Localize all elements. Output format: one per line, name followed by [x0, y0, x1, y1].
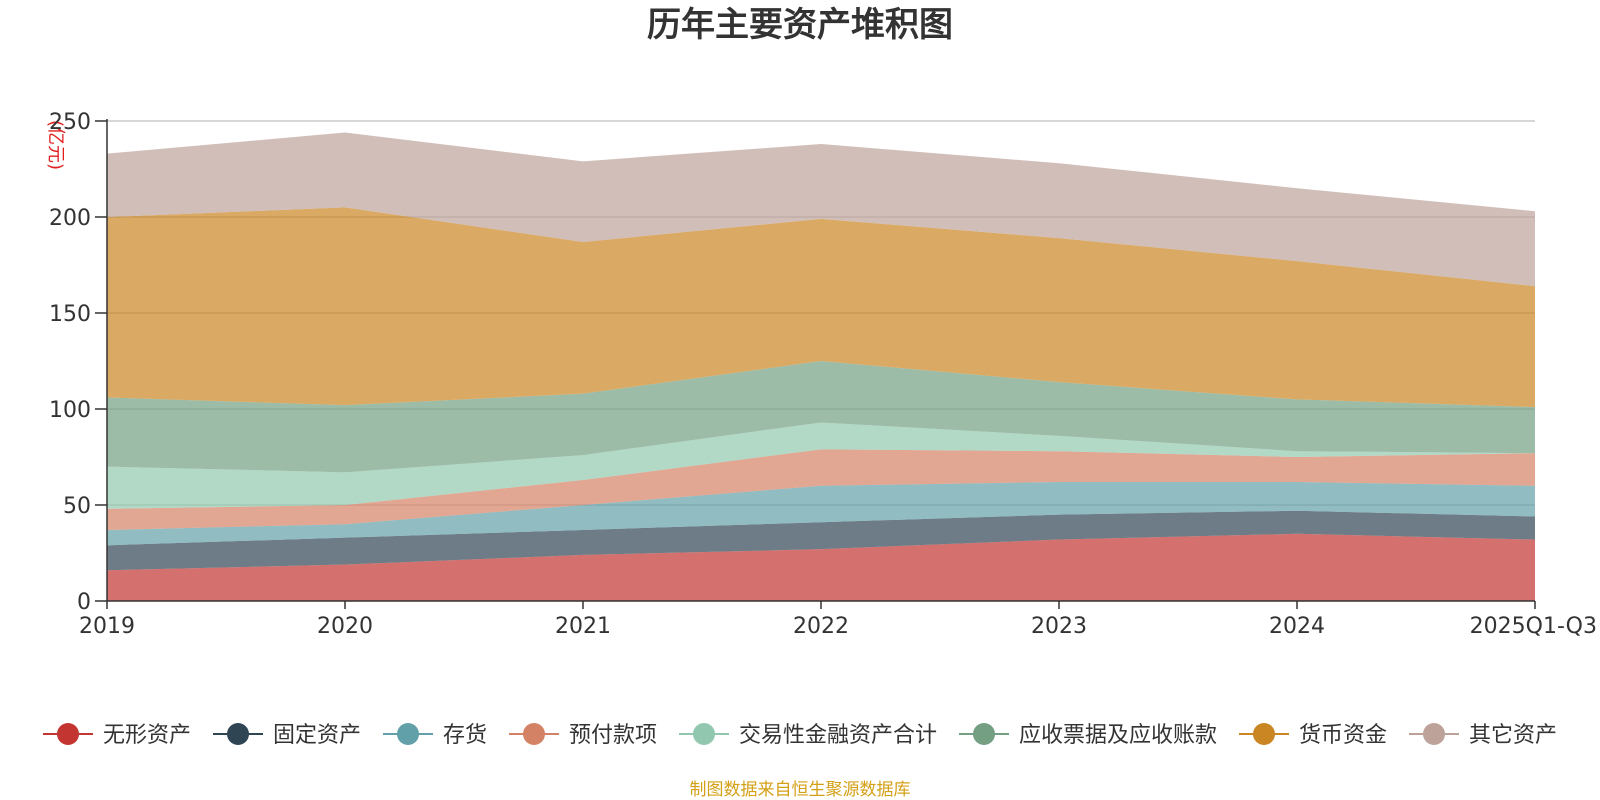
area-series-4 — [107, 449, 1535, 530]
x-tick-label: 2019 — [79, 614, 135, 639]
legend-item: 交易性金融资产合计 — [679, 723, 937, 748]
area-series-5 — [107, 422, 1535, 509]
area-series — [107, 132, 1535, 601]
legend-item: 预付款项 — [509, 723, 657, 748]
y-tick-label: 100 — [49, 398, 91, 423]
x-tick-label: 2023 — [1031, 614, 1087, 639]
y-tick-label: 250 — [49, 110, 91, 135]
source-note: 制图数据来自恒生聚源数据库 — [690, 780, 911, 800]
y-tick-label: 50 — [63, 494, 91, 519]
area-series-8 — [107, 132, 1535, 287]
area-series-3 — [107, 481, 1535, 546]
x-tick-label: 2024 — [1269, 614, 1325, 639]
legend-swatch-dot — [973, 723, 995, 745]
area-series-7 — [107, 207, 1535, 408]
legend-label: 其它资产 — [1469, 723, 1557, 748]
chart-title: 历年主要资产堆积图 — [647, 5, 953, 45]
y-tick-label: 0 — [77, 590, 91, 615]
area-series-1 — [107, 533, 1535, 601]
legend-item: 固定资产 — [213, 723, 361, 748]
area-series-2 — [107, 510, 1535, 571]
x-tick-label: 2025Q1-Q3 — [1470, 614, 1597, 639]
legend-swatch-dot — [57, 723, 79, 745]
legend-item: 应收票据及应收账款 — [959, 723, 1217, 748]
x-tick-label: 2021 — [555, 614, 611, 639]
y-axis-unit-label: (亿元) — [45, 120, 66, 170]
legend-item: 其它资产 — [1409, 723, 1557, 748]
legend-label: 存货 — [443, 723, 487, 748]
legend-swatch-dot — [1253, 723, 1275, 745]
legend-item: 存货 — [383, 723, 487, 748]
legend-label: 应收票据及应收账款 — [1019, 723, 1217, 748]
x-tick-label: 2022 — [793, 614, 849, 639]
y-tick-label: 200 — [49, 206, 91, 231]
legend-label: 无形资产 — [103, 723, 191, 748]
legend: 无形资产 固定资产 存货 预付款项 交易性金融资产合计 应收票据及应收账款 货币资金 其它资产 — [43, 723, 1557, 748]
legend-swatch-dot — [227, 723, 249, 745]
legend-item: 无形资产 — [43, 723, 191, 748]
axes: 0 50 100 150 200 250 2019 2020 2021 2022 2023 2024 2… — [49, 110, 1597, 639]
legend-label: 预付款项 — [569, 723, 657, 748]
legend-swatch-dot — [523, 723, 545, 745]
legend-swatch-dot — [397, 723, 419, 745]
y-tick-label: 150 — [49, 302, 91, 327]
legend-item: 货币资金 — [1239, 723, 1387, 748]
area-series-6 — [107, 361, 1535, 473]
legend-swatch-dot — [1423, 723, 1445, 745]
x-tick-label: 2020 — [317, 614, 373, 639]
legend-label: 交易性金融资产合计 — [739, 723, 937, 748]
legend-label: 货币资金 — [1299, 723, 1387, 748]
legend-label: 固定资产 — [273, 723, 361, 748]
legend-swatch-dot — [693, 723, 715, 745]
